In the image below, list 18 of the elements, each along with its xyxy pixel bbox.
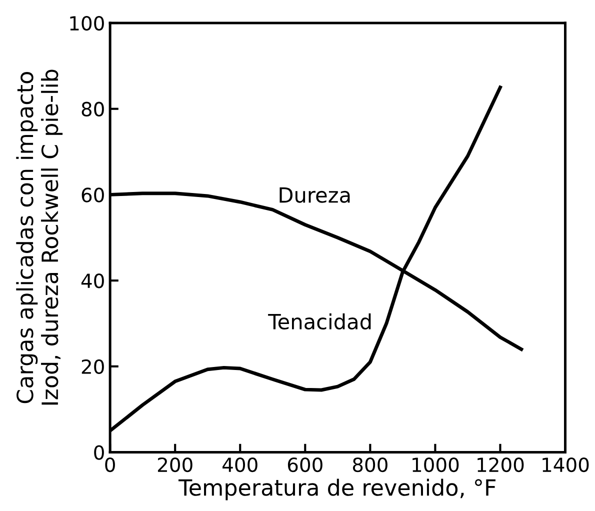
x-axis-title: Temperatura de revenido, °F bbox=[178, 478, 496, 500]
x-tick-label: 400 bbox=[222, 457, 258, 472]
x-tick-label: 1200 bbox=[478, 457, 524, 472]
y-tick-label: 0 bbox=[94, 445, 104, 460]
y-tick-label: 60 bbox=[82, 188, 104, 202]
y-tick-label: 100 bbox=[70, 16, 104, 31]
x-tick-label: 0 bbox=[105, 457, 115, 472]
x-tick-label: 200 bbox=[158, 457, 192, 472]
series-label: Tenacidad bbox=[268, 313, 371, 330]
x-tick-label: 600 bbox=[288, 457, 322, 472]
x-tick-label: 1400 bbox=[542, 457, 589, 472]
series-label: Dureza bbox=[280, 187, 350, 203]
y-axis-title: Cargas aplicadas con impacto Izod, dureza Rockwell C pie-lib bbox=[16, 70, 63, 405]
y-tick-label: 80 bbox=[82, 102, 104, 117]
y-tick-label: 40 bbox=[81, 273, 104, 288]
x-tick-label: 1000 bbox=[412, 457, 459, 472]
x-tick-label: 800 bbox=[352, 457, 388, 472]
y-tick-label: 20 bbox=[82, 359, 104, 374]
